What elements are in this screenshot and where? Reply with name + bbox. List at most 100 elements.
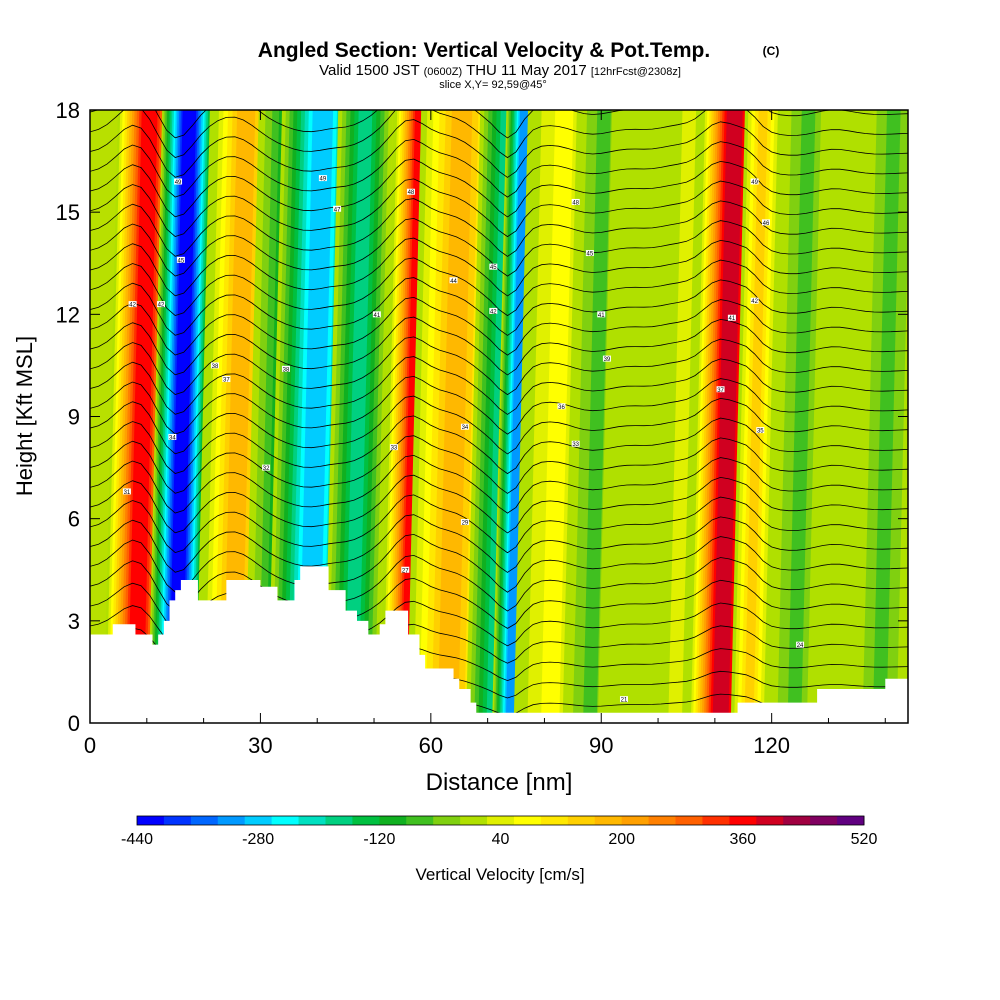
theta-contour-42: [90, 257, 908, 317]
theta-label-text: 48: [408, 190, 415, 196]
velocity-band-0-level-10: [127, 110, 158, 723]
colorbar-tick-label: -120: [363, 831, 395, 848]
colorbar-swatch: [325, 816, 353, 825]
velocity-band-18-level-2: [872, 110, 901, 723]
theta-contour-41: [90, 277, 908, 336]
theta-label-21: 36: [557, 403, 566, 411]
x-tick-label: 30: [248, 733, 272, 758]
theta-contour-48: [90, 138, 908, 198]
theta-label-text: 48: [572, 200, 579, 206]
theta-contour-40: [90, 296, 908, 356]
theta-label-13: 33: [389, 444, 398, 452]
theta-label-text: 42: [490, 309, 497, 315]
theta-contour-33: [90, 435, 908, 494]
theta-label-text: 35: [757, 429, 764, 435]
theta-label-text: 42: [751, 299, 758, 305]
theta-label-text: 45: [178, 258, 185, 264]
theta-label-text: 34: [462, 425, 469, 431]
theta-label-16: 44: [449, 277, 458, 285]
theta-label-text: 33: [391, 446, 398, 452]
colorbar-tick-label: 40: [492, 831, 510, 848]
theta-label-text: 49: [320, 177, 327, 183]
x-axis-label: Distance [nm]: [426, 769, 573, 796]
theta-label-text: 29: [462, 521, 469, 527]
velocity-band-10-level-2: [541, 110, 574, 723]
colorbar-swatch: [675, 816, 703, 825]
theta-label-text: 31: [124, 490, 131, 496]
theta-label-17: 34: [460, 423, 469, 431]
colorbar-swatch: [756, 816, 784, 825]
y-tick-label: 12: [56, 302, 80, 327]
theta-label-31: 42: [750, 297, 759, 305]
theta-label-text: 41: [598, 313, 605, 319]
theta-contour-49: [90, 119, 908, 178]
colorbar-swatch: [217, 816, 246, 825]
chart-slice-info: slice X,Y= 92,59@45°: [439, 79, 547, 91]
theta-label-text: 37: [223, 378, 230, 384]
theta-contour-45: [90, 198, 908, 257]
theta-label-24: 45: [585, 250, 594, 258]
colorbar-swatch: [433, 816, 461, 825]
colorbar-swatch: [352, 816, 380, 825]
theta-contour-50: [90, 110, 908, 159]
theta-label-4: 34: [168, 433, 177, 441]
colorbar-swatch: [190, 816, 219, 825]
colorbar-swatch: [298, 816, 326, 825]
theta-label-text: 33: [572, 442, 579, 448]
colorbar-swatch: [729, 816, 757, 825]
colorbar-tick-label: -280: [242, 831, 274, 848]
theta-label-text: 49: [175, 180, 182, 186]
theta-label-26: 39: [602, 355, 611, 363]
colorbar-swatch: [702, 816, 730, 825]
velocity-field: [103, 110, 908, 723]
theta-contour-27: [90, 554, 908, 612]
theta-label-11: 47: [333, 205, 342, 213]
colorbar-tick-label: 360: [729, 831, 756, 848]
colorbar-swatch: [487, 816, 515, 825]
colorbar-swatch: [648, 816, 677, 825]
colorbar-swatch: [244, 816, 273, 825]
theta-label-text: 39: [604, 357, 611, 363]
theta-contour-38: [90, 336, 908, 396]
theta-label-9: 38: [281, 365, 290, 373]
theta-label-text: 38: [283, 367, 290, 373]
y-tick-label: 6: [68, 507, 80, 532]
theta-label-5: 31: [122, 488, 131, 496]
colorbar-swatch: [513, 816, 542, 825]
colorbar-label: Vertical Velocity [cm/s]: [415, 865, 584, 884]
theta-label-28: 37: [716, 386, 725, 394]
theta-label-text: 34: [169, 435, 176, 441]
theta-contour-30: [90, 494, 908, 554]
colorbar-tick-label: 200: [608, 831, 635, 848]
colorbar-swatch: [783, 816, 811, 825]
theta-label-19: 45: [489, 263, 498, 271]
x-tick-label: 0: [84, 733, 96, 758]
theta-label-34: 24: [796, 641, 805, 649]
theta-label-29: 41: [727, 314, 736, 322]
theta-label-12: 41: [372, 311, 381, 319]
velocity-band-12-level-1: [621, 110, 652, 723]
chart-title-suffix: (C): [763, 44, 780, 58]
theta-label-text: 21: [621, 698, 628, 704]
theta-contour-31: [90, 474, 908, 534]
theta-label-18: 29: [460, 519, 469, 527]
theta-label-27: 21: [619, 696, 628, 704]
theta-label-text: 24: [797, 643, 804, 649]
theta-label-8: 32: [262, 464, 271, 472]
theta-contour-32: [90, 454, 908, 514]
subtitle-zulu: (0600Z): [424, 66, 463, 78]
theta-label-32: 46: [761, 219, 770, 227]
theta-label-text: 45: [587, 252, 594, 258]
colorbar-swatch: [567, 816, 596, 825]
theta-label-7: 37: [222, 376, 231, 384]
subtitle-forecast: [12hrFcst@2308z]: [591, 66, 681, 78]
theta-contour-26: [90, 577, 908, 629]
theta-label-6: 38: [210, 362, 219, 370]
theta-label-text: 41: [729, 316, 736, 322]
colorbar-swatch: [460, 816, 488, 825]
plot-area: 42 49 45 42 34 31 38 37 32 38 49 47 41 33 48 27 44 34 29 45…: [90, 110, 908, 723]
theta-label-text: 32: [263, 466, 270, 472]
theta-label-23: 33: [571, 440, 580, 448]
chart-subtitle: Valid 1500 JST (0600Z) THU 11 May 2017 […: [319, 62, 681, 79]
